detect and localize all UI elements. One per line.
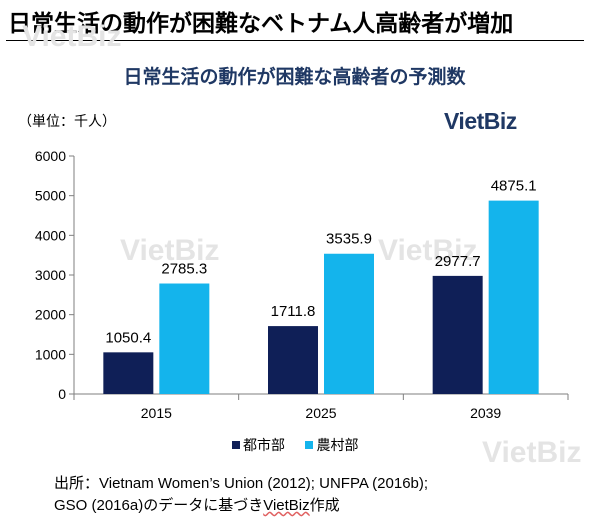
source-note: 出所：Vietnam Women’s Union (2012); UNFPA (… bbox=[54, 473, 428, 517]
legend-swatch-urban bbox=[232, 441, 240, 449]
source-line-2-brand: VietBiz bbox=[263, 497, 310, 514]
headline-divider bbox=[6, 40, 584, 41]
legend-item-rural: 農村部 bbox=[305, 435, 358, 455]
y-tick-label: 1000 bbox=[35, 346, 66, 362]
legend-label-rural: 農村部 bbox=[316, 438, 359, 454]
bar-urban-2025 bbox=[268, 326, 318, 394]
y-tick-label: 2000 bbox=[35, 307, 66, 323]
data-label-rural-2015: 2785.3 bbox=[161, 261, 207, 278]
bar-rural-2039 bbox=[488, 200, 539, 394]
source-line-2-prefix: GSO (2016a)のデータに基づき bbox=[54, 497, 264, 514]
y-tick-label: 3000 bbox=[35, 267, 66, 283]
page-headline: 日常生活の動作が困難なベトナム人高齢者が増加 bbox=[8, 11, 514, 37]
y-tick-label: 6000 bbox=[35, 148, 66, 164]
y-tick-label: 4000 bbox=[35, 227, 66, 243]
bar-urban-2015 bbox=[103, 352, 154, 394]
x-tick-label: 2039 bbox=[470, 405, 501, 421]
source-line-1: 出所：Vietnam Women’s Union (2012); UNFPA (… bbox=[54, 475, 429, 492]
unit-label: （単位：千人） bbox=[18, 114, 116, 130]
bar-rural-2025 bbox=[324, 253, 374, 394]
x-tick-label: 2025 bbox=[305, 405, 336, 421]
data-label-urban-2015: 1050.4 bbox=[105, 329, 151, 346]
bar-rural-2015 bbox=[159, 283, 210, 394]
data-label-urban-2025: 1711.8 bbox=[271, 303, 316, 320]
bar-urban-2039 bbox=[432, 275, 483, 394]
vietbiz-logo: VietBiz bbox=[444, 108, 517, 134]
data-label-rural-2025: 3535.9 bbox=[326, 231, 372, 248]
legend: 都市部 農村部 bbox=[232, 435, 374, 455]
data-label-urban-2039: 2977.7 bbox=[435, 253, 481, 270]
y-tick-label: 0 bbox=[58, 386, 66, 402]
x-tick-label: 2015 bbox=[141, 405, 172, 421]
source-line-2-suffix: 作成 bbox=[309, 497, 340, 514]
y-tick-label: 5000 bbox=[35, 188, 66, 204]
legend-label-urban: 都市部 bbox=[243, 438, 285, 454]
legend-item-urban: 都市部 bbox=[232, 435, 285, 455]
chart-title: 日常生活の動作が困難な高齢者の予測数 bbox=[123, 66, 466, 88]
legend-swatch-rural bbox=[305, 441, 314, 449]
data-label-rural-2039: 4875.1 bbox=[491, 178, 537, 195]
